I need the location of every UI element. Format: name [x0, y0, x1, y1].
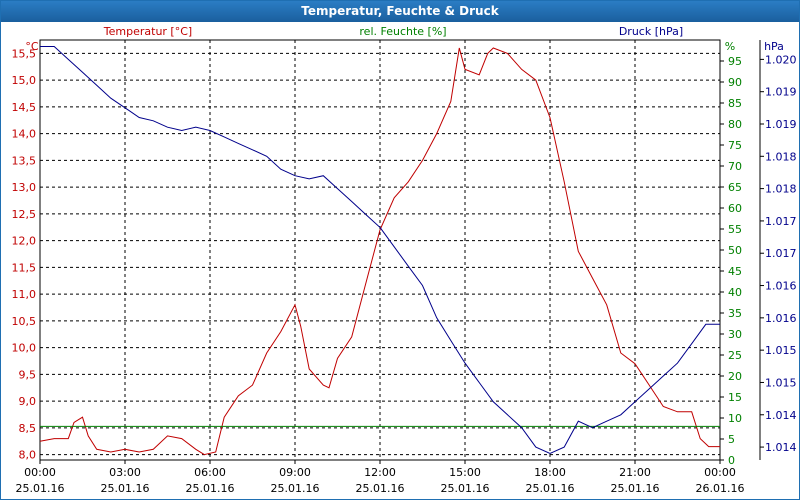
x-tick-date: 25.01.16	[271, 482, 320, 495]
humidity-tick-label: 90	[728, 76, 742, 89]
pressure-tick-label: 1.017	[765, 247, 797, 260]
temperature-tick-label: 9,5	[19, 368, 37, 381]
pressure-tick-label: 1.018	[765, 150, 797, 163]
humidity-tick-label: 45	[728, 265, 742, 278]
pressure-tick-label: 1.019	[765, 118, 797, 131]
pressure-tick-label: 1.014	[765, 441, 797, 454]
humidity-tick-label: 80	[728, 118, 742, 131]
temperature-tick-label: 13,5	[12, 154, 37, 167]
humidity-tick-label: 95	[728, 55, 742, 68]
humidity-tick-label: 60	[728, 202, 742, 215]
pressure-tick-label: 1.018	[765, 183, 797, 196]
pressure-tick-label: 1.017	[765, 215, 797, 228]
temperature-tick-label: 11,5	[12, 261, 37, 274]
humidity-tick-label: 0	[728, 454, 735, 467]
x-tick-time: 06:00	[194, 466, 226, 479]
x-tick-date: 25.01.16	[356, 482, 405, 495]
humidity-tick-label: 5	[728, 433, 735, 446]
x-tick-time: 18:00	[534, 466, 566, 479]
pressure-tick-label: 1.020	[765, 53, 797, 66]
pressure-tick-label: 1.016	[765, 312, 797, 325]
temperature-tick-label: 14,0	[12, 128, 37, 141]
x-tick-time: 09:00	[279, 466, 311, 479]
pressure-tick-label: 1.016	[765, 280, 797, 293]
temperature-tick-label: 10,0	[12, 342, 37, 355]
humidity-tick-label: 70	[728, 160, 742, 173]
temperature-tick-label: 8,5	[19, 422, 37, 435]
pressure-tick-label: 1.014	[765, 409, 797, 422]
temperature-tick-label: 9,0	[19, 395, 37, 408]
x-tick-date: 25.01.16	[441, 482, 490, 495]
temperature-tick-label: 13,0	[12, 181, 37, 194]
pressure-tick-label: 1.015	[765, 376, 797, 389]
temperature-tick-label: 15,0	[12, 74, 37, 87]
humidity-tick-label: 25	[728, 349, 742, 362]
humidity-tick-label: 85	[728, 97, 742, 110]
x-tick-time: 00:00	[24, 466, 56, 479]
pressure-unit: hPa	[764, 40, 784, 53]
humidity-tick-label: 50	[728, 244, 742, 257]
temperature-tick-label: 10,5	[12, 315, 37, 328]
humidity-tick-label: 15	[728, 391, 742, 404]
humidity-tick-label: 30	[728, 328, 742, 341]
humidity-tick-label: 40	[728, 286, 742, 299]
x-tick-time: 21:00	[619, 466, 651, 479]
humidity-tick-label: 55	[728, 223, 742, 236]
pressure-axis-label: Druck [hPa]	[619, 25, 683, 38]
x-tick-time: 15:00	[449, 466, 481, 479]
humidity-tick-label: 20	[728, 370, 742, 383]
x-tick-time: 12:00	[364, 466, 396, 479]
temperature-tick-label: 12,5	[12, 208, 37, 221]
x-tick-date: 25.01.16	[611, 482, 660, 495]
x-tick-date: 26.01.16	[696, 482, 745, 495]
temperature-tick-label: 11,0	[12, 288, 37, 301]
pressure-series-line	[40, 46, 720, 455]
temperature-axis-label: Temperatur [°C]	[103, 25, 192, 38]
x-tick-date: 25.01.16	[16, 482, 65, 495]
humidity-tick-label: 10	[728, 412, 742, 425]
pressure-tick-label: 1.019	[765, 86, 797, 99]
humidity-unit: %	[725, 40, 735, 53]
humidity-tick-label: 65	[728, 181, 742, 194]
humidity-tick-label: 75	[728, 139, 742, 152]
pressure-tick-label: 1.015	[765, 344, 797, 357]
humidity-axis-label: rel. Feuchte [%]	[359, 25, 446, 38]
x-tick-time: 03:00	[109, 466, 141, 479]
x-tick-date: 25.01.16	[526, 482, 575, 495]
temperature-tick-label: 12,0	[12, 235, 37, 248]
temperature-series-line	[39, 47, 720, 456]
temperature-tick-label: 14,5	[12, 101, 37, 114]
temperature-tick-label: 8,0	[19, 449, 37, 462]
x-tick-date: 25.01.16	[101, 482, 150, 495]
temperature-unit: °C	[25, 40, 39, 53]
x-tick-date: 25.01.16	[186, 482, 235, 495]
x-tick-time: 00:00	[704, 466, 736, 479]
window-title: Temperatur, Feuchte & Druck	[1, 1, 799, 22]
temperature-tick-label: 15,5	[12, 47, 37, 60]
humidity-tick-label: 35	[728, 307, 742, 320]
